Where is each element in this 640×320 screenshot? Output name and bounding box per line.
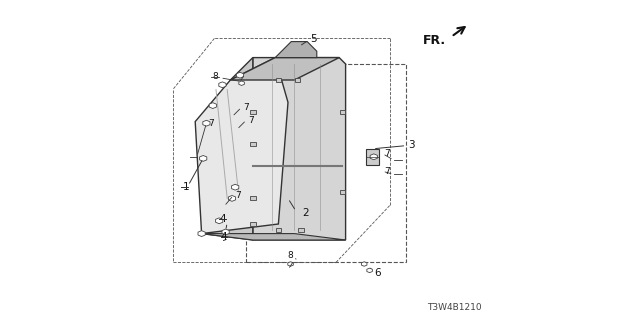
Polygon shape <box>200 156 207 161</box>
Text: FR.: FR. <box>423 34 447 46</box>
Polygon shape <box>367 268 372 273</box>
Text: 6: 6 <box>374 268 381 278</box>
Polygon shape <box>195 58 288 234</box>
Text: 7: 7 <box>208 119 214 128</box>
Polygon shape <box>250 110 256 114</box>
Polygon shape <box>253 58 346 240</box>
Polygon shape <box>239 81 244 85</box>
Text: 7: 7 <box>248 116 253 124</box>
Text: 7: 7 <box>384 149 390 158</box>
Polygon shape <box>275 228 282 232</box>
Polygon shape <box>339 190 346 194</box>
Text: 2: 2 <box>302 208 309 218</box>
Polygon shape <box>198 231 205 236</box>
Polygon shape <box>216 218 223 224</box>
Text: 5: 5 <box>310 34 317 44</box>
Polygon shape <box>228 196 236 201</box>
Polygon shape <box>298 228 304 232</box>
Polygon shape <box>250 222 256 226</box>
Polygon shape <box>219 82 226 88</box>
Polygon shape <box>236 72 244 78</box>
Polygon shape <box>230 58 339 80</box>
Polygon shape <box>362 262 367 266</box>
Text: 1: 1 <box>183 181 190 192</box>
Polygon shape <box>275 78 282 82</box>
Polygon shape <box>366 149 380 165</box>
Text: 4: 4 <box>219 214 226 224</box>
Polygon shape <box>339 110 346 114</box>
Text: 7: 7 <box>384 167 390 176</box>
Text: 4: 4 <box>221 232 227 243</box>
Polygon shape <box>250 142 256 146</box>
Text: 7: 7 <box>236 191 241 200</box>
Polygon shape <box>232 184 239 190</box>
Polygon shape <box>209 103 216 108</box>
Polygon shape <box>202 58 253 240</box>
Text: 8: 8 <box>287 252 292 260</box>
Text: 8: 8 <box>213 72 219 81</box>
Polygon shape <box>288 262 293 266</box>
Polygon shape <box>370 154 378 160</box>
Polygon shape <box>203 120 210 126</box>
Polygon shape <box>295 78 301 82</box>
Text: 3: 3 <box>408 140 415 150</box>
Text: T3W4B1210: T3W4B1210 <box>427 303 482 312</box>
Polygon shape <box>250 196 256 200</box>
Polygon shape <box>222 229 229 235</box>
Polygon shape <box>202 234 346 240</box>
Polygon shape <box>275 42 317 58</box>
Text: 7: 7 <box>243 103 249 112</box>
